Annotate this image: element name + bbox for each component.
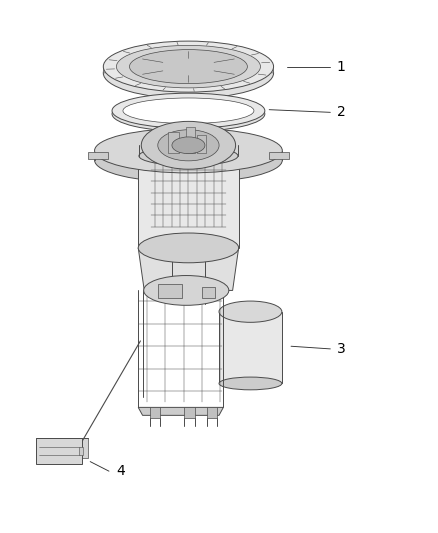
Bar	[269, 152, 289, 159]
Ellipse shape	[117, 45, 261, 88]
Ellipse shape	[141, 122, 236, 169]
Ellipse shape	[158, 130, 219, 161]
Polygon shape	[261, 67, 274, 73]
Bar	[207, 407, 217, 418]
Ellipse shape	[172, 243, 205, 253]
Bar	[186, 127, 195, 154]
Ellipse shape	[139, 147, 238, 165]
Text: 2: 2	[337, 106, 346, 119]
Ellipse shape	[219, 301, 282, 322]
Polygon shape	[42, 438, 88, 458]
Ellipse shape	[103, 41, 274, 92]
Ellipse shape	[144, 276, 229, 305]
Ellipse shape	[130, 50, 247, 84]
Ellipse shape	[103, 47, 274, 99]
Bar	[88, 152, 108, 159]
Bar	[79, 447, 83, 455]
Ellipse shape	[123, 98, 254, 124]
Text: 3: 3	[337, 342, 346, 356]
Bar	[158, 284, 182, 298]
Ellipse shape	[95, 128, 283, 173]
Ellipse shape	[138, 233, 239, 263]
Text: 4: 4	[117, 464, 125, 478]
Bar	[197, 135, 206, 154]
Polygon shape	[219, 312, 282, 383]
Ellipse shape	[112, 93, 265, 128]
Bar	[184, 407, 194, 418]
Bar	[36, 438, 82, 464]
Polygon shape	[138, 248, 239, 290]
Bar	[201, 287, 215, 298]
Bar	[150, 407, 160, 418]
Ellipse shape	[95, 138, 283, 182]
Text: 1: 1	[337, 60, 346, 74]
Ellipse shape	[219, 377, 282, 390]
Polygon shape	[138, 407, 223, 415]
Bar	[168, 132, 179, 154]
Polygon shape	[138, 154, 239, 248]
Ellipse shape	[112, 96, 265, 132]
Polygon shape	[103, 67, 117, 73]
Ellipse shape	[172, 137, 205, 154]
